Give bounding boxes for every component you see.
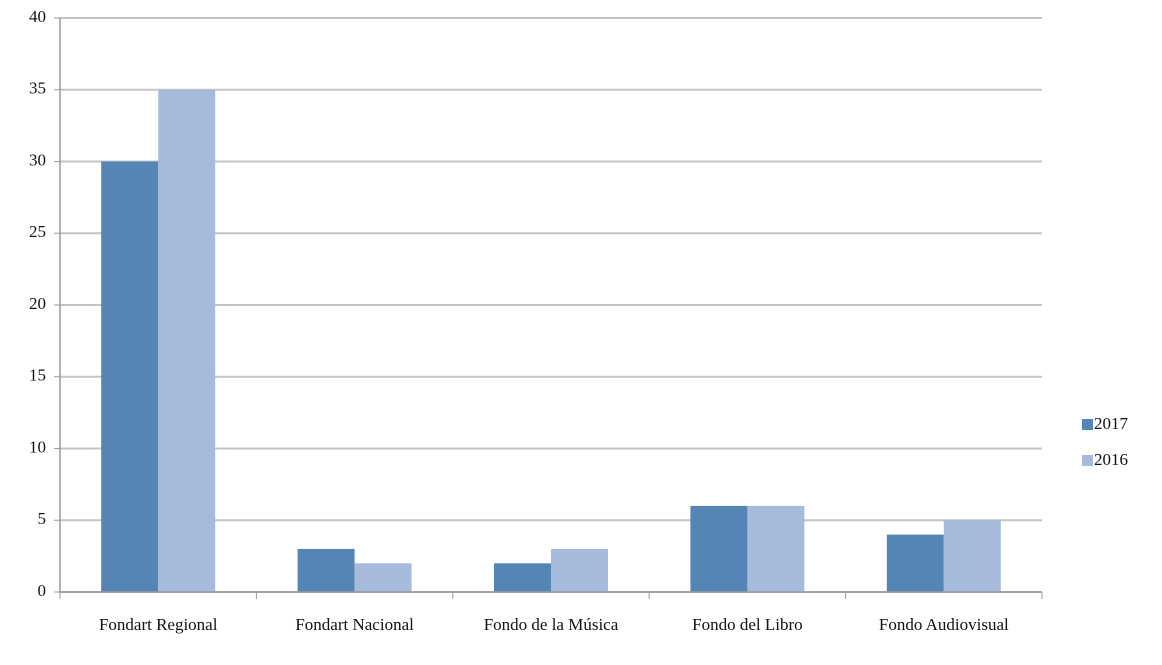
y-tick-label: 5	[38, 509, 47, 528]
legend-label: 2017	[1094, 414, 1129, 433]
x-tick-label: Fondo Audiovisual	[879, 615, 1009, 634]
legend-swatch	[1082, 455, 1093, 466]
y-tick-label: 30	[29, 150, 46, 169]
y-tick-label: 10	[29, 437, 46, 456]
y-tick-label: 25	[29, 222, 46, 241]
bar	[101, 161, 159, 592]
x-tick-label: Fondo del Libro	[692, 615, 803, 634]
x-tick-label: Fondo de la Música	[484, 615, 619, 634]
y-tick-label: 0	[38, 581, 47, 600]
bar	[747, 505, 805, 592]
y-tick-label: 40	[29, 7, 46, 26]
bar	[158, 89, 216, 592]
bar	[297, 548, 355, 592]
x-tick-label: Fondart Nacional	[295, 615, 414, 634]
bar	[690, 505, 748, 592]
bar	[886, 534, 944, 592]
legend-swatch	[1082, 419, 1093, 430]
bar	[551, 548, 608, 592]
bar	[354, 563, 412, 592]
y-tick-label: 15	[29, 366, 46, 385]
x-tick-label: Fondart Regional	[99, 615, 218, 634]
y-tick-label: 35	[29, 79, 46, 98]
y-tick-label: 20	[29, 294, 46, 313]
legend-label: 2016	[1094, 450, 1128, 469]
bar	[943, 520, 1001, 592]
bar	[494, 563, 551, 592]
